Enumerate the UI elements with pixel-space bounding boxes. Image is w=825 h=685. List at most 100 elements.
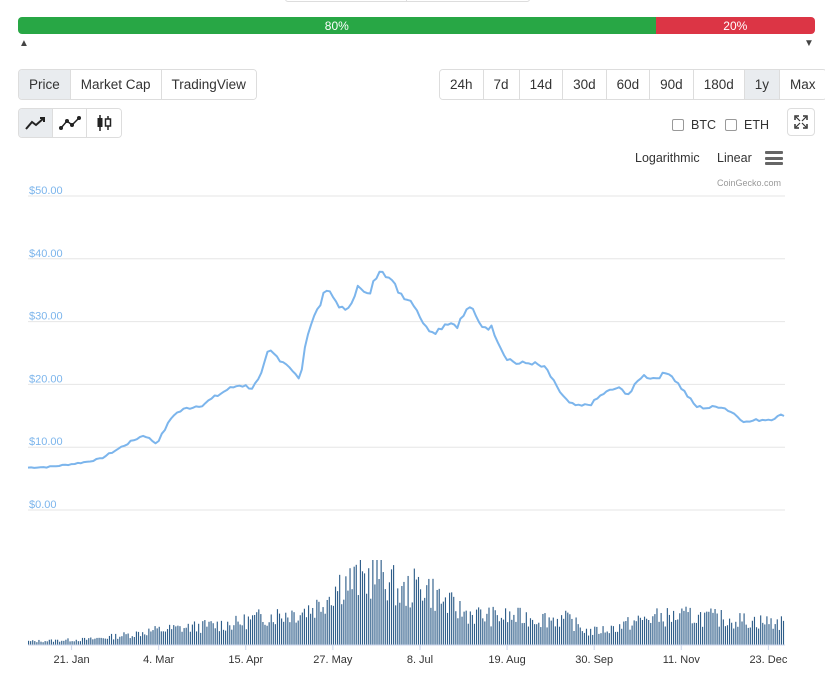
volume-bar	[40, 641, 42, 645]
volume-bar	[455, 611, 457, 645]
volume-bar	[295, 622, 297, 645]
candlestick-chart-icon	[97, 115, 112, 131]
volume-bar	[660, 613, 662, 645]
volume-bar	[565, 610, 567, 645]
x-tick-label: 30. Sep	[575, 654, 613, 666]
line-chart-button[interactable]	[19, 109, 53, 137]
volume-bar	[457, 618, 459, 645]
volume-bar	[307, 605, 310, 645]
range-90d[interactable]: 90d	[650, 70, 694, 99]
volume-bar	[135, 631, 137, 645]
volume-bar	[751, 620, 753, 645]
volume-bar	[720, 610, 722, 645]
volume-bar	[668, 614, 670, 645]
compare-eth-checkbox[interactable]: ETH	[725, 118, 769, 132]
volume-bar	[513, 614, 515, 645]
volume-bar	[137, 631, 140, 645]
tab-market-cap[interactable]: Market Cap	[70, 70, 162, 99]
volume-bar	[30, 641, 32, 645]
range-60d[interactable]: 60d	[606, 70, 651, 99]
volume-bar	[283, 621, 285, 645]
volume-bar	[293, 612, 295, 645]
volume-bar	[175, 626, 177, 645]
volume-bar	[525, 612, 527, 645]
volume-bar	[415, 579, 417, 645]
volume-bar	[550, 620, 552, 645]
volume-bar	[366, 593, 368, 645]
price-line	[27, 270, 785, 469]
line-points-chart-button[interactable]	[53, 109, 87, 137]
range-24h[interactable]: 24h	[440, 70, 484, 99]
volume-bar	[208, 621, 210, 645]
volume-bar	[500, 617, 503, 645]
volume-bar	[772, 628, 774, 645]
volume-bar	[148, 628, 150, 645]
volume-bar	[332, 605, 335, 645]
volume-bar	[484, 621, 486, 645]
x-tick-label: 4. Mar	[143, 654, 175, 666]
volume-bar	[648, 620, 650, 645]
volume-bar	[142, 632, 144, 645]
volume-bar	[631, 625, 633, 645]
volume-bar	[314, 617, 316, 645]
volume-bar	[413, 568, 415, 645]
volume-bar	[376, 560, 378, 645]
volume-bar	[567, 612, 569, 645]
volume-bar	[561, 615, 563, 645]
range-max[interactable]: Max	[780, 70, 825, 99]
volume-bar	[496, 615, 498, 645]
fullscreen-button[interactable]	[787, 108, 815, 136]
volume-bar	[36, 642, 38, 645]
volume-bar	[96, 637, 98, 645]
volume-bar	[173, 625, 175, 645]
volume-bar	[200, 632, 202, 645]
volume-bar	[127, 633, 129, 645]
volume-bar	[650, 622, 652, 645]
range-180d[interactable]: 180d	[693, 70, 745, 99]
volume-bar	[63, 640, 65, 645]
hamburger-menu-icon[interactable]	[765, 151, 783, 165]
volume-bar	[214, 628, 216, 645]
volume-bar	[617, 631, 619, 645]
volume-bar	[505, 608, 507, 645]
range-30d[interactable]: 30d	[563, 70, 607, 99]
compare-btc-checkbox[interactable]: BTC	[672, 118, 716, 132]
volume-bar	[531, 619, 534, 645]
volume-bar	[274, 624, 276, 645]
tab-price[interactable]: Price	[19, 70, 71, 99]
range-14d[interactable]: 14d	[519, 70, 564, 99]
volume-bar	[227, 621, 229, 645]
volume-bar	[673, 610, 675, 645]
volume-bar	[104, 638, 106, 645]
volume-bar	[770, 618, 772, 645]
candlestick-chart-button[interactable]	[87, 109, 121, 137]
volume-bar	[119, 636, 121, 645]
volume-bar	[160, 631, 162, 645]
volume-bar	[301, 612, 303, 645]
volume-bar	[220, 620, 223, 645]
volume-bar	[726, 625, 729, 645]
volume-bar	[399, 602, 401, 645]
volume-bar	[249, 619, 252, 645]
volume-bar	[146, 635, 148, 645]
volume-bar	[291, 610, 293, 645]
volume-bar	[774, 624, 776, 645]
volume-bar	[202, 621, 204, 645]
volume-bar	[449, 592, 451, 645]
range-7d[interactable]: 7d	[483, 70, 520, 99]
volume-bar	[266, 625, 268, 645]
x-tick-label: 11. Nov	[663, 654, 701, 666]
linear-scale-button[interactable]: Linear	[717, 151, 752, 165]
volume-bar	[254, 614, 256, 645]
volume-bar	[544, 613, 546, 645]
volume-bar	[247, 616, 249, 645]
volume-bar	[471, 614, 473, 645]
sentiment-positive-label: 80%	[324, 18, 349, 33]
range-1y[interactable]: 1y	[744, 70, 780, 99]
volume-bar	[264, 624, 266, 645]
volume-bar	[486, 613, 488, 645]
logarithmic-scale-button[interactable]: Logarithmic	[635, 151, 700, 165]
volume-bar	[623, 621, 625, 645]
tab-tradingview[interactable]: TradingView	[161, 70, 256, 99]
